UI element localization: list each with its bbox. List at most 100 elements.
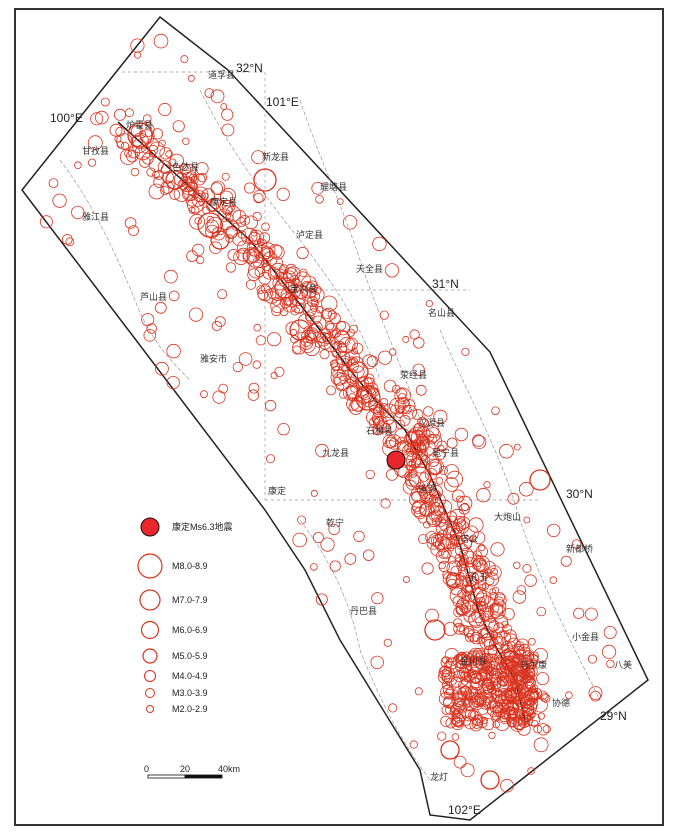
earthquake-circle: [158, 102, 172, 117]
earthquake-circle: [465, 571, 480, 587]
earthquake-circle: [344, 553, 357, 565]
earthquake-circle: [453, 537, 463, 547]
earthquake-circle: [453, 618, 463, 628]
earthquake-circle: [191, 192, 206, 207]
earthquake-circle: [446, 511, 458, 522]
earthquake-circle: [522, 564, 532, 574]
earthquake-circle: [460, 671, 469, 681]
earthquake-circle: [297, 515, 307, 525]
earthquake-circle: [372, 415, 380, 424]
earthquake-circle: [492, 599, 507, 614]
earthquake-circle: [542, 724, 551, 734]
earthquake-circle: [472, 650, 483, 661]
earthquake-circle: [363, 549, 375, 561]
earthquake-circle: [74, 161, 82, 170]
earthquake-circle: [518, 711, 528, 721]
earthquake-circle: [488, 636, 504, 652]
earthquake-circle: [394, 408, 405, 418]
earthquake-circle: [395, 419, 406, 430]
earthquake-circle: [494, 657, 503, 665]
earthquake-circle: [410, 457, 422, 468]
earthquake-circle: [127, 122, 153, 148]
earthquake-circle: [221, 108, 234, 121]
earthquake-circle: [499, 708, 511, 719]
earthquake-circle: [206, 215, 214, 224]
earthquake-circle: [590, 690, 601, 702]
earthquake-circle: [440, 715, 452, 727]
earthquake-circle: [207, 201, 218, 212]
label-101e: 101°E: [266, 95, 299, 109]
earthquake-circle: [522, 654, 533, 665]
earthquake-circle: [464, 562, 478, 576]
earthquake-circle: [512, 671, 527, 686]
earthquake-circle: [270, 371, 278, 380]
earthquake-circle: [402, 335, 410, 343]
earthquake-circle: [529, 469, 551, 491]
earthquake-circle: [351, 365, 365, 379]
earthquake-circle: [253, 190, 266, 203]
earthquake-circle: [408, 426, 425, 444]
earthquake-circle: [115, 126, 125, 137]
earthquake-circle: [447, 556, 456, 564]
earthquake-circle: [451, 733, 460, 741]
river-lines: [59, 89, 601, 781]
earthquake-circle: [306, 324, 323, 340]
legend-label-m6: M6.0-6.9: [172, 625, 208, 635]
earthquake-circle: [521, 710, 532, 721]
earthquake-circle: [217, 289, 228, 300]
place-label: 新都桥: [566, 543, 593, 555]
earthquake-circle: [165, 170, 185, 190]
earthquake-circle: [448, 657, 457, 666]
place-label: 金川县: [460, 655, 487, 667]
earthquake-circle: [452, 595, 465, 608]
earthquake-circle: [321, 307, 336, 322]
earthquake-circle: [218, 383, 229, 394]
earthquake-circle: [188, 187, 198, 197]
earthquake-circle: [472, 435, 487, 450]
earthquake-circle: [315, 443, 329, 458]
earthquake-circle: [426, 454, 440, 467]
earthquake-circle: [232, 361, 243, 373]
earthquake-circle: [266, 332, 282, 347]
earthquake-circle: [478, 558, 487, 566]
earthquake-circle: [601, 644, 617, 660]
earthquake-circle: [154, 301, 167, 314]
earthquake-circle: [497, 710, 512, 724]
earthquake-circle: [419, 489, 429, 499]
earthquake-circle: [270, 298, 286, 314]
earthquake-circle: [473, 600, 487, 614]
earthquake-circle: [451, 717, 464, 731]
earthquake-circle: [507, 700, 519, 711]
earthquake-circle: [297, 313, 314, 330]
earthquake-circle: [539, 692, 549, 702]
earthquake-circle: [444, 477, 459, 492]
earthquake-circle: [465, 556, 474, 565]
earthquake-circle: [257, 285, 273, 302]
earthquake-circle: [463, 525, 479, 541]
earthquake-circle: [457, 686, 472, 701]
earthquake-circle: [329, 359, 338, 368]
earthquake-circle: [109, 123, 123, 137]
earthquake-circle: [479, 583, 487, 591]
scale-tick-40: 40km: [218, 764, 240, 774]
earthquake-circle: [417, 416, 428, 428]
earthquake-circle: [227, 248, 240, 261]
earthquake-circle: [441, 668, 450, 678]
earthquake-circle: [584, 607, 598, 621]
legend-epicenter-label: 康定Ms6.3地震: [172, 521, 233, 532]
legend-label-m4: M4.0-4.9: [172, 671, 208, 681]
earthquake-circle: [221, 123, 235, 137]
earthquake-circle: [132, 132, 149, 150]
earthquake-circle: [588, 654, 598, 664]
legend-label-m3: M3.0-3.9: [172, 688, 208, 698]
earthquake-circle: [453, 755, 467, 769]
earthquake-circle: [454, 553, 463, 562]
earthquake-circle: [450, 703, 462, 714]
earthquake-circle: [402, 404, 412, 415]
earthquake-circle: [421, 562, 434, 575]
earthquake-circle: [443, 696, 455, 709]
earthquake-circle: [537, 723, 550, 736]
earthquake-circle: [485, 653, 500, 668]
earthquake-circle: [503, 659, 512, 669]
earthquake-circle: [470, 692, 485, 708]
